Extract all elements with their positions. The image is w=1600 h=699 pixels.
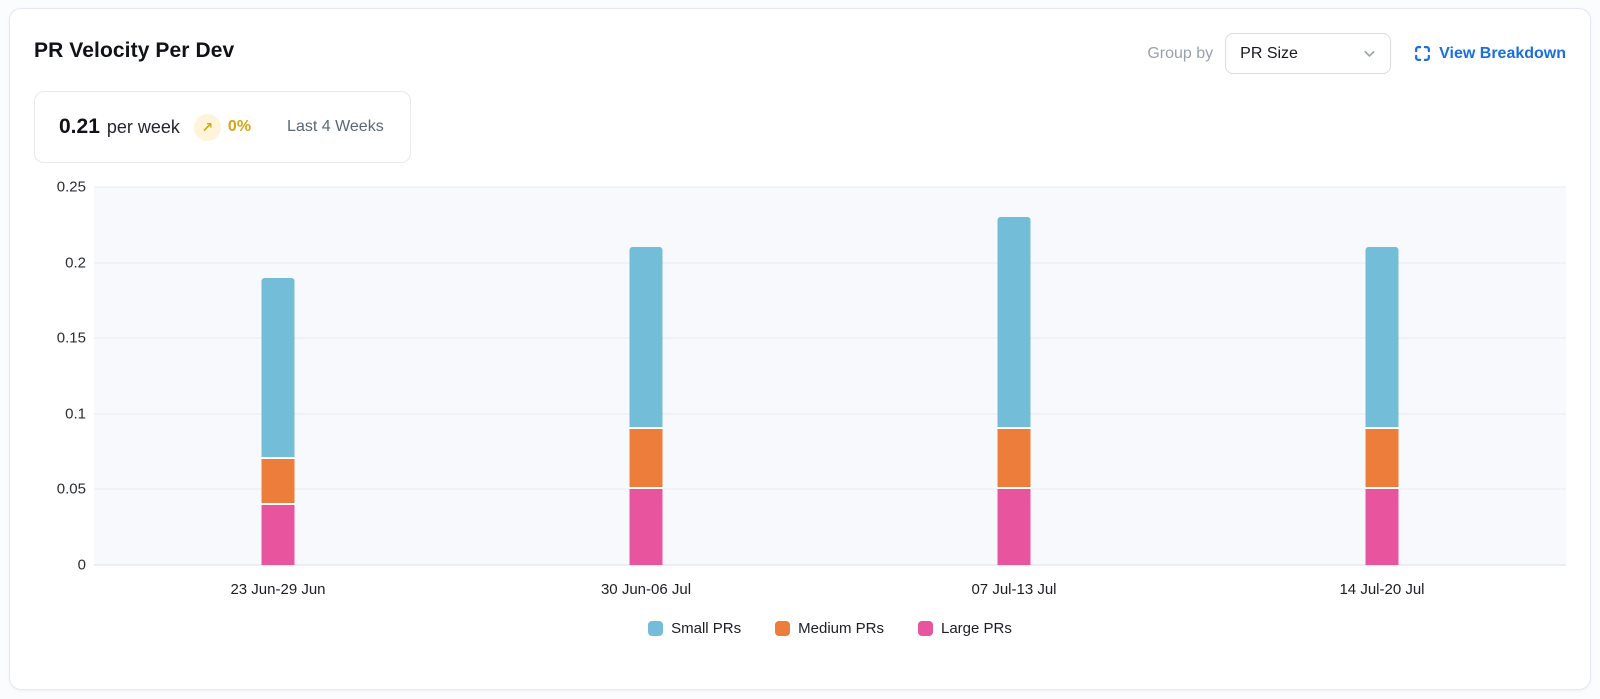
trend-up-arrow-icon: ↗	[193, 113, 221, 141]
group-by-label: Group by	[1147, 44, 1214, 62]
x-axis: 23 Jun-29 Jun 30 Jun-06 Jul 07 Jul-13 Jul 1…	[94, 581, 1566, 598]
bar-segment-medium-prs[interactable]	[1365, 428, 1399, 490]
view-breakdown-label: View Breakdown	[1439, 44, 1566, 62]
bar-segment-small-prs[interactable]	[1365, 247, 1399, 429]
gridline	[94, 413, 1566, 415]
group-by-select[interactable]: PR Size	[1225, 33, 1392, 74]
page-title: PR Velocity Per Dev	[34, 39, 235, 62]
stacked-bar[interactable]	[261, 187, 295, 565]
chart: 0 0.05 0.1 0.15 0.2 0.25 23 Jun-29 Jun 30 Jun-…	[34, 180, 1566, 637]
gridline	[94, 488, 1566, 490]
legend-item-large-prs[interactable]: Large PRs	[918, 620, 1012, 637]
bar-segment-small-prs[interactable]	[997, 217, 1031, 429]
x-axis-label: 14 Jul-20 Jul	[1339, 581, 1425, 598]
bar-segment-large-prs[interactable]	[629, 489, 663, 565]
bar-segment-large-prs[interactable]	[997, 489, 1031, 565]
stat-unit: per week	[106, 116, 180, 137]
summary-card: 0.21 per week ↗ 0% Last 4 Weeks	[34, 91, 411, 163]
y-axis-tick: 0.25	[56, 178, 86, 196]
stat-period: Last 4 Weeks	[287, 118, 384, 135]
legend-swatch	[775, 621, 791, 636]
view-breakdown-link[interactable]: View Breakdown	[1413, 44, 1566, 63]
stacked-bar[interactable]	[1365, 187, 1399, 565]
x-axis-label: 07 Jul-13 Jul	[971, 581, 1057, 598]
bar-segment-small-prs[interactable]	[629, 247, 663, 429]
trend-badge: ↗ 0%	[193, 113, 252, 141]
legend-swatch	[648, 621, 664, 636]
x-axis-label: 30 Jun-06 Jul	[600, 581, 692, 598]
bar-segment-medium-prs[interactable]	[997, 428, 1031, 490]
trend-percent: 0%	[227, 118, 252, 135]
y-axis-tick: 0.2	[65, 254, 86, 272]
legend-label: Small PRs	[671, 620, 742, 637]
legend-label: Large PRs	[941, 620, 1012, 637]
legend-item-small-prs[interactable]: Small PRs	[648, 620, 741, 637]
expand-icon	[1413, 44, 1432, 63]
legend-item-medium-prs[interactable]: Medium PRs	[775, 620, 884, 637]
y-axis-tick: 0.1	[65, 405, 86, 423]
bar-segment-small-prs[interactable]	[261, 277, 295, 460]
gridline	[94, 262, 1566, 264]
widget-header: PR Velocity Per Dev Group by PR Size	[34, 33, 1566, 77]
pr-velocity-widget: PR Velocity Per Dev Group by PR Size	[9, 8, 1591, 690]
stacked-bar[interactable]	[997, 187, 1031, 565]
stat-value: 0.21	[59, 115, 100, 138]
stacked-bar[interactable]	[629, 187, 663, 565]
legend-swatch	[918, 621, 933, 636]
legend-label: Medium PRs	[798, 620, 884, 637]
x-axis-label: 23 Jun-29 Jun	[230, 581, 326, 598]
gridline	[94, 337, 1566, 339]
y-axis-tick: 0.05	[56, 480, 86, 498]
x-axis-line	[94, 564, 1566, 566]
bar-segment-large-prs[interactable]	[261, 504, 295, 565]
gridline	[94, 186, 1566, 188]
y-axis-tick: 0.15	[56, 329, 86, 347]
bar-segment-medium-prs[interactable]	[629, 428, 663, 490]
plot-area	[94, 186, 1566, 566]
bar-segment-medium-prs[interactable]	[261, 459, 295, 505]
chart-legend: Small PRs Medium PRs Large PRs	[94, 620, 1566, 637]
bar-segment-large-prs[interactable]	[1365, 489, 1399, 565]
y-axis-tick: 0	[77, 556, 86, 574]
y-axis: 0 0.05 0.1 0.15 0.2 0.25	[34, 180, 86, 573]
group-by-selected-value: PR Size	[1240, 44, 1298, 62]
header-controls: Group by PR Size View Breakdown	[1147, 33, 1566, 74]
chevron-down-icon	[1361, 45, 1378, 62]
